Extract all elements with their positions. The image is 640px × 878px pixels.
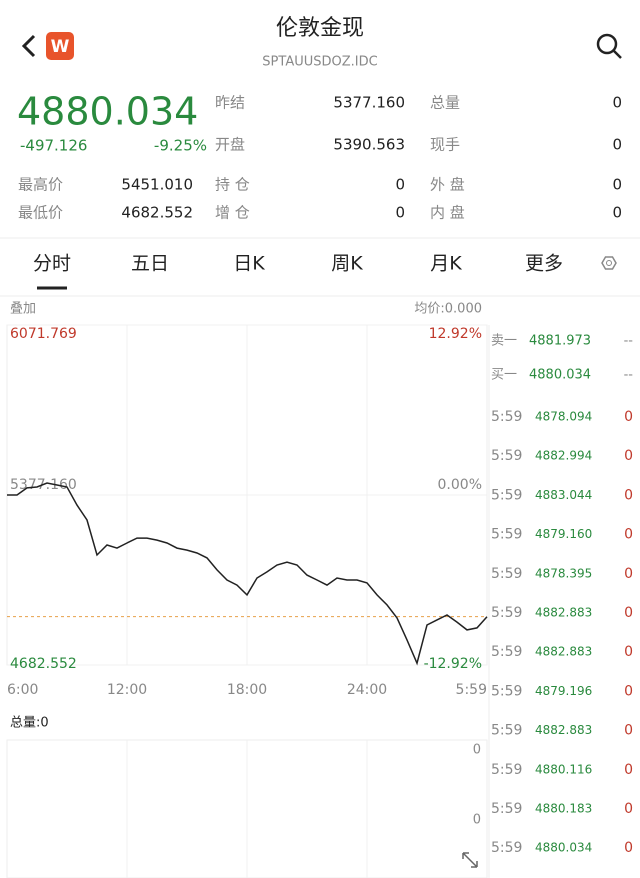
stat-value: 0 [612,94,622,112]
stat-value: 5451.010 [121,176,193,194]
trade-price: 4882.883 [535,723,592,737]
trade-volume: 0 [624,448,633,464]
trade-time: 5:59 [491,644,522,660]
average-price: 均价:0.000 [414,302,482,317]
x-tick-label: 5:59 [456,682,487,698]
tab[interactable]: 分时 [33,253,71,275]
x-tick-label: 18:00 [227,682,267,698]
book-label: 买一 [491,368,517,383]
trade-time: 5:59 [491,723,522,739]
stat-label: 最高价 [18,176,63,194]
trade-volume: 0 [624,723,633,739]
symbol-code: SPTAUUSDOZ.IDC [262,55,377,70]
trade-volume: 0 [624,644,633,660]
trade-price: 4882.883 [535,606,592,620]
stat-label: 内 盘 [430,204,465,222]
search-button[interactable] [596,33,622,59]
trade-price: 4882.994 [535,449,592,463]
trade-time: 5:59 [491,527,522,543]
tab[interactable]: 周K [331,253,363,275]
x-tick-label: 6:00 [7,682,38,698]
tab[interactable]: 五日 [131,253,169,275]
book-volume: -- [624,334,634,349]
x-tick-label: 12:00 [107,682,147,698]
stat-value: 4682.552 [121,204,193,222]
trade-time: 5:59 [491,801,522,817]
price-line [7,482,488,666]
stat-label: 增 仓 [215,204,250,222]
app-logo [46,32,74,60]
stat-label: 总量 [430,94,460,112]
logo-text: W [51,37,70,57]
trade-time: 5:59 [491,566,522,582]
trade-time: 5:59 [491,487,522,503]
trade-time: 5:59 [491,605,522,621]
trade-volume: 0 [624,762,633,778]
stat-label: 昨结 [215,94,245,112]
trade-price: 4879.160 [535,527,592,541]
trade-time: 5:59 [491,409,522,425]
trade-price: 4880.116 [535,762,592,776]
trade-time: 5:59 [491,683,522,699]
stat-label: 最低价 [18,204,63,222]
volume-tick: 0 [473,743,481,758]
trade-price: 4878.094 [535,410,592,424]
stat-label: 开盘 [215,136,245,154]
stat-value: 5377.160 [333,94,405,112]
trade-time: 5:59 [491,762,522,778]
volume-total: 总量:0 [10,716,49,731]
page-title: 伦敦金现 [276,16,364,41]
price-change: -497.126 [20,137,87,155]
stat-value: 5390.563 [333,136,405,154]
stat-value: 0 [612,176,622,194]
stat-value: 0 [612,204,622,222]
y-tick-label: 4682.552 [10,656,77,672]
trade-price: 4878.395 [535,566,592,580]
volume-tick: 0 [473,813,481,828]
settings-button[interactable] [601,256,617,270]
book-price: 4881.973 [529,334,591,349]
trade-price: 4882.883 [535,645,592,659]
stat-label: 现手 [430,136,460,154]
tab[interactable]: 月K [430,253,462,275]
trade-volume: 0 [624,801,633,817]
trade-price: 4880.183 [535,802,592,816]
trade-price: 4883.044 [535,488,592,502]
y-tick-label: 6071.769 [10,326,77,342]
last-price: 4880.034 [17,90,198,134]
y2-tick-label: -12.92% [424,656,482,672]
y2-tick-label: 0.00% [438,477,482,493]
trade-price: 4879.196 [535,684,592,698]
expand-button[interactable] [462,852,478,868]
y2-tick-label: 12.92% [429,326,482,342]
tab[interactable]: 日K [233,253,265,275]
x-tick-label: 24:00 [347,682,387,698]
stat-value: 0 [395,176,405,194]
trade-volume: 0 [624,566,633,582]
book-price: 4880.034 [529,368,591,383]
stat-value: 0 [612,136,622,154]
overlay-button[interactable]: 叠加 [10,302,36,317]
back-button[interactable] [21,34,36,58]
trade-time: 5:59 [491,448,522,464]
tab[interactable]: 更多 [525,253,563,275]
book-label: 卖一 [491,334,517,349]
stat-label: 外 盘 [430,176,465,194]
trade-volume: 0 [624,409,633,425]
trade-volume: 0 [624,605,633,621]
book-volume: -- [624,368,634,383]
trade-volume: 0 [624,487,633,503]
stat-label: 持 仓 [215,176,250,194]
trade-volume: 0 [624,840,633,856]
change-percent: -9.25% [154,137,207,155]
stat-value: 0 [395,204,405,222]
trade-volume: 0 [624,527,633,543]
trade-price: 4880.034 [535,841,592,855]
trade-time: 5:59 [491,840,522,856]
trade-volume: 0 [624,683,633,699]
